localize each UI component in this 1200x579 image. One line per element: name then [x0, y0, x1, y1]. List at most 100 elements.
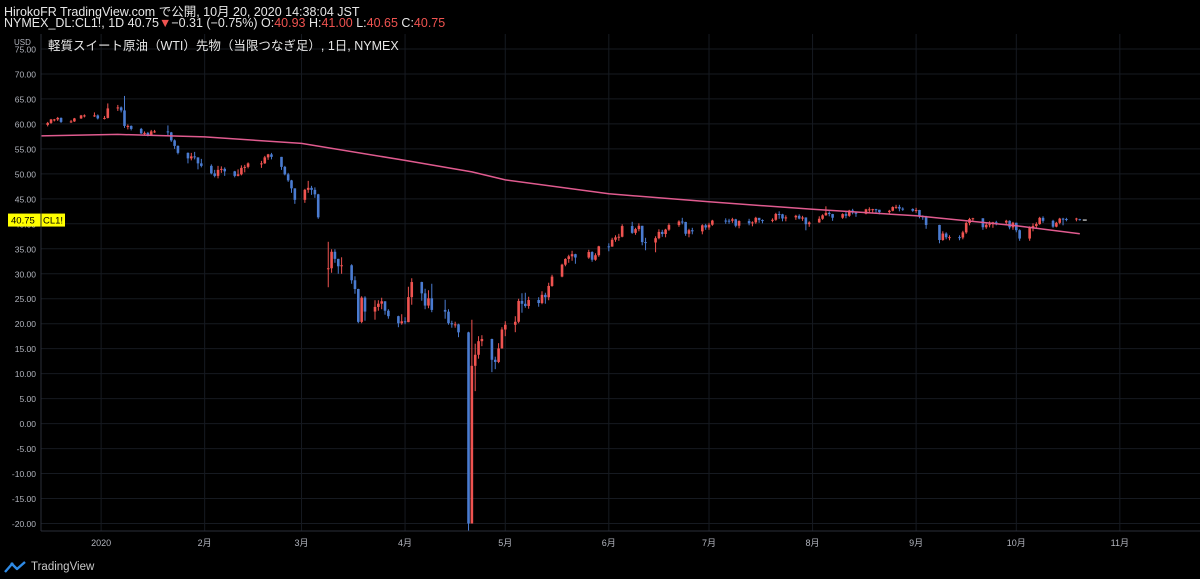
candle-body: [123, 110, 126, 126]
candle-body: [310, 187, 313, 190]
x-tick-label: 11月: [1111, 538, 1129, 548]
candle-body: [69, 121, 73, 123]
candle-body: [657, 231, 661, 239]
candle-body: [350, 265, 353, 281]
candle-body: [233, 171, 237, 176]
candle-body: [777, 214, 781, 216]
y-tick-label: 15.00: [15, 344, 37, 354]
x-tick-label: 10月: [1007, 538, 1026, 548]
candle-body: [687, 230, 691, 234]
candle-body: [771, 219, 774, 221]
candle-body: [831, 214, 834, 218]
candle-body: [590, 252, 594, 260]
candle-body: [560, 264, 564, 277]
candle-body: [176, 145, 180, 153]
candle-body: [200, 163, 203, 166]
y-tick-label: -20.00: [12, 519, 36, 529]
candle-body: [196, 157, 200, 164]
candle-body: [383, 301, 387, 311]
candle-body: [938, 224, 941, 240]
candle-body: [914, 210, 918, 212]
candle-body: [313, 189, 317, 195]
y-tick-label: 25.00: [15, 294, 37, 304]
candle-body: [363, 297, 367, 312]
low-label: L:: [356, 16, 367, 30]
candle-body: [898, 206, 901, 209]
candle-body: [634, 229, 637, 233]
candle-body: [817, 218, 821, 223]
price-chart[interactable]: 75.0070.0065.0060.0055.0050.0045.0040.00…: [0, 34, 1200, 554]
y-tick-label: 55.00: [15, 144, 37, 154]
candle-body: [473, 354, 477, 366]
candle-body: [357, 288, 360, 322]
price-tag: 40.75 CL1!: [8, 213, 65, 227]
candle-body: [210, 165, 213, 174]
candle-body: [213, 173, 216, 176]
candle-body: [83, 115, 86, 117]
x-tick-label: 2020: [91, 538, 111, 548]
candle-body: [617, 236, 621, 238]
candle-body: [470, 365, 474, 524]
candles: [46, 95, 1082, 531]
candle-body: [246, 163, 250, 167]
candle-body: [143, 132, 146, 134]
candle-body: [236, 174, 240, 176]
candle-body: [423, 293, 427, 306]
y-tick-label: -10.00: [12, 469, 36, 479]
candle-body: [467, 332, 470, 524]
candle-body: [1061, 218, 1065, 220]
candle-body: [527, 300, 530, 306]
candle-body: [754, 217, 758, 223]
candle-body: [610, 239, 614, 247]
candle-body: [797, 215, 801, 219]
candle-body: [59, 117, 63, 122]
candle-body: [537, 300, 540, 304]
candle-body: [103, 117, 106, 119]
candle-body: [644, 242, 647, 244]
candle-body: [333, 251, 337, 259]
y-tick-label: 0.00: [19, 419, 36, 429]
candle-body: [1028, 227, 1031, 239]
candle-body: [941, 233, 945, 240]
chart-title: 軽質スイート原油（WTI）先物（当限つなぎ足）, 1日, NYMEX: [48, 38, 399, 53]
x-tick-label: 9月: [909, 538, 923, 548]
candle-body: [280, 156, 283, 167]
candle-body: [316, 194, 320, 218]
candle-body: [677, 221, 681, 226]
candle-body: [340, 265, 343, 267]
x-tick-label: 7月: [702, 538, 716, 548]
candle-body: [944, 233, 948, 238]
candle-body: [564, 258, 567, 265]
candle-body: [353, 280, 357, 289]
candle-body: [971, 218, 975, 220]
x-tick-label: 8月: [806, 538, 820, 548]
candle-body: [844, 214, 848, 216]
candle-body: [53, 119, 56, 121]
candle-body: [153, 131, 156, 133]
candle-body: [330, 251, 333, 269]
price-tag-value: 40.75: [11, 215, 35, 226]
candle-body: [544, 294, 547, 298]
y-tick-label: 70.00: [15, 69, 37, 79]
symbol-name[interactable]: NYMEX_DL:CL1!, 1D: [4, 16, 125, 30]
candle-body: [149, 131, 153, 135]
candle-body: [1055, 222, 1058, 227]
price-tag-symbol: CL1!: [43, 215, 63, 226]
y-tick-label: 20.00: [15, 319, 37, 329]
candle-body: [547, 285, 550, 298]
candle-body: [377, 303, 380, 307]
candle-body: [607, 246, 611, 248]
candle-body: [129, 125, 133, 129]
candle-body: [1004, 220, 1008, 223]
candle-body: [73, 118, 76, 122]
candle-body: [1038, 217, 1041, 225]
candle-body: [139, 128, 143, 134]
high-label: H:: [308, 16, 322, 30]
candle-body: [587, 252, 591, 258]
candle-body: [550, 276, 554, 286]
candle-body: [447, 311, 450, 324]
candle-body: [878, 209, 881, 213]
candle-body: [420, 282, 424, 294]
candle-body: [223, 168, 227, 172]
candle-body: [948, 237, 951, 239]
